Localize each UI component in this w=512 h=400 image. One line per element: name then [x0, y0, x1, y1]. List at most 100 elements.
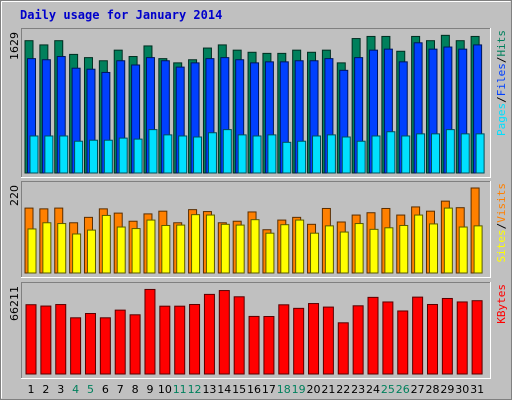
x-tick-label: 27 — [411, 383, 425, 396]
x-tick-label: 20 — [307, 383, 321, 396]
bar-sites-day-31 — [473, 225, 483, 274]
bar-sites-day-4 — [72, 233, 82, 274]
x-tick-label: 16 — [247, 383, 261, 396]
bar-pages-day-25 — [386, 131, 396, 174]
bar-sites-day-20 — [310, 232, 320, 274]
panel-hits-side-label-part: / — [495, 57, 508, 64]
bar-sites-day-24 — [369, 228, 379, 274]
bar-pages-day-2 — [44, 135, 54, 174]
bar-kbytes-day-1 — [25, 304, 37, 375]
panel-kbytes-side-label-part: KBytes — [495, 284, 508, 324]
bar-kbytes-day-13 — [203, 293, 215, 375]
panel-visits-max-label: 220 — [8, 185, 21, 206]
bar-kbytes-day-12 — [189, 303, 201, 375]
bar-sites-day-5 — [86, 229, 96, 274]
bar-pages-day-8 — [133, 138, 143, 174]
x-tick-label: 17 — [262, 383, 276, 396]
panel-hits-side-label: Pages/Files/Hits — [495, 30, 508, 136]
bar-kbytes-day-20 — [308, 303, 320, 375]
bar-sites-day-26 — [399, 224, 409, 274]
x-tick-label: 8 — [132, 383, 139, 396]
bar-kbytes-day-29 — [441, 297, 453, 375]
x-tick-label: 29 — [440, 383, 454, 396]
x-tick-label: 31 — [470, 383, 484, 396]
bar-pages-day-6 — [103, 139, 113, 174]
panel-hits-max-label: 1629 — [8, 32, 21, 60]
bar-kbytes-day-14 — [218, 290, 230, 375]
bar-sites-day-3 — [57, 223, 67, 274]
bar-pages-day-29 — [445, 129, 455, 174]
bar-pages-day-23 — [356, 140, 366, 174]
bar-sites-day-1 — [27, 228, 37, 274]
x-tick-label: 21 — [321, 383, 335, 396]
bar-pages-day-16 — [252, 135, 262, 174]
bar-pages-day-31 — [475, 133, 485, 174]
bar-sites-day-2 — [42, 222, 52, 274]
x-tick-label: 24 — [366, 383, 380, 396]
bar-kbytes-day-10 — [159, 305, 171, 375]
x-tick-label: 25 — [381, 383, 395, 396]
bar-pages-day-9 — [148, 129, 158, 174]
bar-kbytes-day-7 — [114, 309, 126, 375]
x-tick-label: 4 — [72, 383, 79, 396]
bar-sites-day-16 — [250, 219, 260, 274]
bar-kbytes-day-26 — [397, 310, 409, 375]
bar-sites-day-12 — [191, 214, 201, 274]
bar-kbytes-day-3 — [55, 304, 67, 375]
bar-pages-day-14 — [222, 129, 232, 174]
x-tick-label: 9 — [146, 383, 153, 396]
x-tick-label: 22 — [336, 383, 350, 396]
x-tick-label: 18 — [277, 383, 291, 396]
bar-sites-day-8 — [131, 228, 141, 274]
bar-pages-day-10 — [163, 134, 173, 174]
panel-kbytes-max-label: 66211 — [8, 286, 21, 321]
panel-visits-side-label: Sites/Visits — [495, 183, 508, 263]
x-tick-label: 5 — [87, 383, 94, 396]
bar-pages-day-4 — [74, 140, 84, 174]
bar-kbytes-day-4 — [70, 317, 82, 375]
x-tick-label: 3 — [57, 383, 64, 396]
panel-visits-side-label-part: / — [495, 223, 508, 230]
bar-kbytes-day-21 — [322, 306, 334, 375]
bar-kbytes-day-11 — [174, 305, 186, 375]
x-tick-label: 15 — [232, 383, 246, 396]
bar-pages-day-13 — [207, 132, 217, 174]
panel-hits-side-label-part: Pages — [495, 103, 508, 136]
panel-kbytes: 66211 KBytes — [8, 282, 508, 379]
bar-sites-day-14 — [220, 223, 230, 274]
bar-pages-day-28 — [430, 133, 440, 174]
panel-visits: 220 Sites/Visits — [8, 181, 508, 278]
bar-pages-day-11 — [178, 135, 188, 174]
panel-visits-side-label-part: Visits — [495, 183, 508, 223]
bar-kbytes-day-5 — [84, 313, 96, 375]
bar-pages-day-17 — [267, 134, 277, 174]
chart-panels: 1629Pages/Files/Hits220Sites/Visits66211… — [8, 28, 508, 379]
bar-kbytes-day-19 — [293, 307, 305, 375]
bar-pages-day-19 — [297, 140, 307, 174]
x-tick-label: 11 — [173, 383, 187, 396]
bar-pages-day-12 — [193, 136, 203, 174]
x-tick-label: 7 — [117, 383, 124, 396]
x-tick-label: 23 — [351, 383, 365, 396]
bar-kbytes-day-17 — [263, 316, 275, 375]
bar-pages-day-26 — [401, 135, 411, 174]
panel-hits-side-label-part: / — [495, 96, 508, 103]
panel-kbytes-side-label: KBytes — [495, 284, 508, 324]
panel-hits-side-label-part: Hits — [495, 30, 508, 57]
bar-kbytes-day-18 — [278, 304, 290, 375]
bar-pages-day-27 — [416, 133, 426, 174]
panel-hits-side-label-part: Files — [495, 63, 508, 96]
bar-kbytes-day-23 — [352, 305, 364, 375]
bar-kbytes-day-2 — [40, 305, 52, 375]
bar-kbytes-day-8 — [129, 314, 141, 375]
x-tick-label: 12 — [188, 383, 202, 396]
bar-kbytes-day-16 — [248, 315, 260, 375]
x-tick-label: 13 — [202, 383, 216, 396]
x-tick-label: 10 — [158, 383, 172, 396]
x-tick-label: 2 — [42, 383, 49, 396]
bar-pages-day-1 — [29, 135, 39, 174]
bar-sites-day-6 — [101, 214, 111, 274]
